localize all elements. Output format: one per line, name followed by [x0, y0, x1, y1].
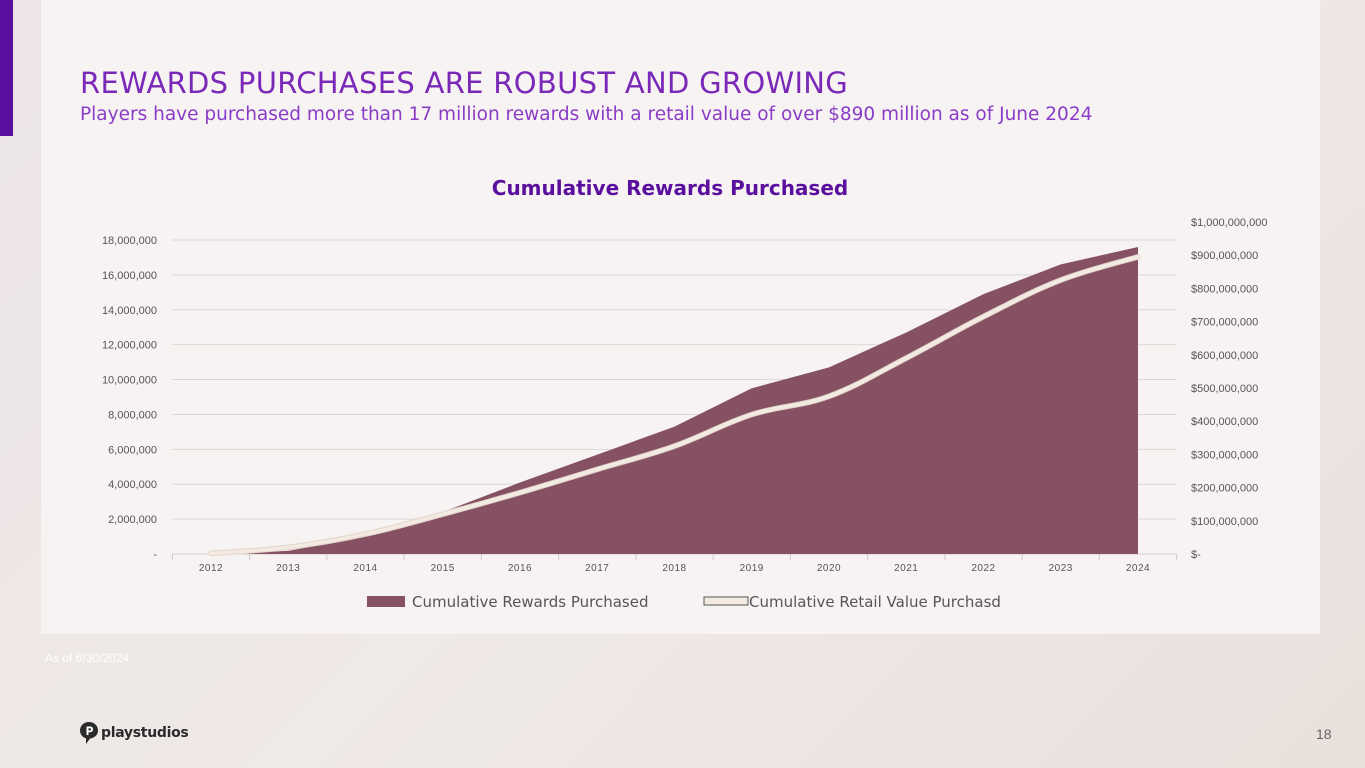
- x-tick-label: 2014: [353, 563, 377, 574]
- x-tick-label: 2019: [740, 563, 764, 574]
- right-tick-label: $500,000,000: [1191, 383, 1258, 395]
- legend-label-rewards: Cumulative Rewards Purchased: [412, 593, 648, 611]
- right-tick-label: $-: [1191, 549, 1201, 561]
- right-tick-label: $600,000,000: [1191, 350, 1258, 362]
- chart-title: Cumulative Rewards Purchased: [492, 176, 848, 200]
- left-tick-label: 12,000,000: [102, 340, 157, 352]
- x-tick-label: 2022: [971, 563, 995, 574]
- legend-label-retail-value: Cumulative Retail Value Purchasd: [749, 593, 1001, 611]
- right-tick-label: $100,000,000: [1191, 516, 1258, 528]
- x-tick-label: 2021: [894, 563, 918, 574]
- legend-swatch-rewards: [367, 596, 405, 607]
- left-tick-label: 8,000,000: [108, 409, 157, 421]
- x-tick-label: 2024: [1126, 563, 1150, 574]
- right-tick-label: $800,000,000: [1191, 283, 1258, 295]
- right-tick-label: $400,000,000: [1191, 416, 1258, 428]
- x-tick-label: 2013: [276, 563, 300, 574]
- legend-swatch-retail-value: [703, 596, 749, 606]
- x-tick-label: 2017: [585, 563, 609, 574]
- retail-value-line-series: [209, 255, 1140, 556]
- logo-text: playstudios: [101, 725, 189, 741]
- x-tick-label: 2012: [199, 563, 223, 574]
- left-tick-label: 18,000,000: [102, 235, 157, 247]
- x-tick-label: 2018: [662, 563, 686, 574]
- rewards-area-series: [211, 246, 1138, 554]
- x-tick-label: 2020: [817, 563, 841, 574]
- slide-title: REWARDS PURCHASES ARE ROBUST AND GROWING: [80, 66, 849, 100]
- playstudios-logo-icon: [80, 722, 98, 744]
- left-tick-label: 4,000,000: [108, 479, 157, 491]
- x-tick-label: 2023: [1049, 563, 1073, 574]
- left-tick-label: 16,000,000: [102, 270, 157, 282]
- right-tick-label: $900,000,000: [1191, 250, 1258, 262]
- company-logo: playstudios: [80, 722, 189, 744]
- left-tick-label: 6,000,000: [108, 444, 157, 456]
- footnote: As of 6/30/2024: [45, 651, 130, 665]
- right-tick-label: $200,000,000: [1191, 483, 1258, 495]
- left-tick-label: 14,000,000: [102, 305, 157, 317]
- left-tick-label: 10,000,000: [102, 375, 157, 387]
- left-tick-label: -: [153, 549, 157, 561]
- right-tick-label: $300,000,000: [1191, 449, 1258, 461]
- right-tick-label: $1,000,000,000: [1191, 217, 1267, 229]
- left-tick-label: 2,000,000: [108, 514, 157, 526]
- slide-subtitle: Players have purchased more than 17 mill…: [80, 104, 1093, 125]
- accent-bar: [0, 0, 13, 136]
- x-tick-label: 2015: [431, 563, 455, 574]
- x-tick-label: 2016: [508, 563, 532, 574]
- cumulative-rewards-chart: Cumulative Rewards Purchased - 2,000,000 4…: [102, 176, 1268, 611]
- right-tick-label: $700,000,000: [1191, 317, 1258, 329]
- page-number: 18: [1316, 726, 1332, 742]
